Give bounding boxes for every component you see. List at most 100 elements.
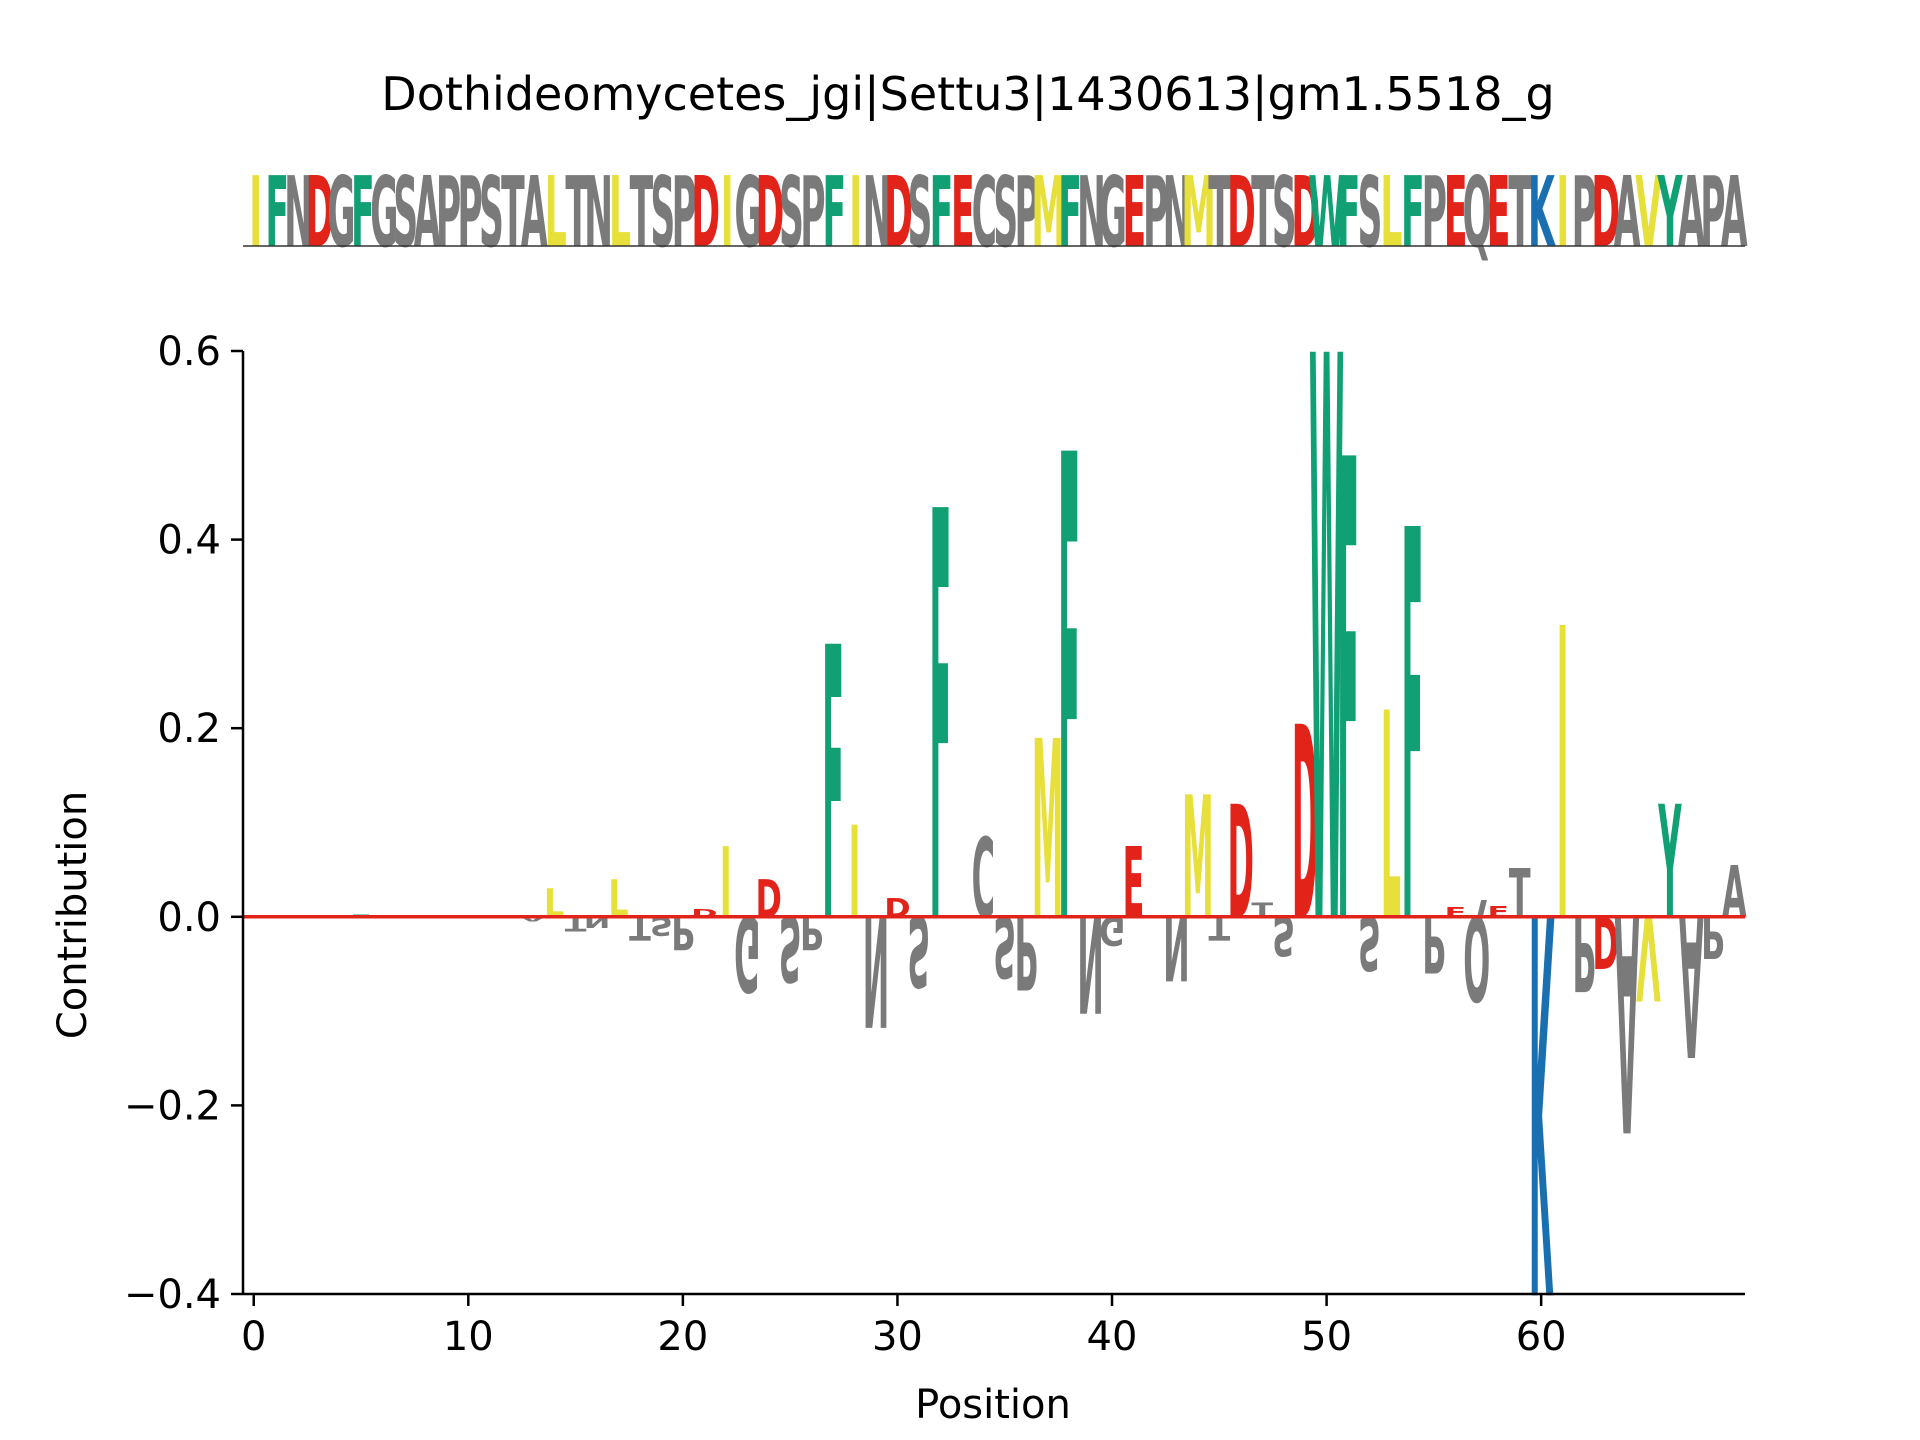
header-letter: A — [521, 157, 548, 270]
header-letter: G — [327, 157, 355, 270]
header-letter: L — [1380, 157, 1402, 270]
header-letter: M — [1181, 157, 1215, 270]
header-letter: P — [1572, 157, 1597, 270]
header-letter: S — [993, 157, 1018, 270]
contribution-letter: P — [1015, 893, 1038, 1010]
contribution-letter: N — [1077, 885, 1104, 1040]
contribution-letter: D — [1592, 900, 1618, 983]
header-letter: P — [1422, 157, 1447, 270]
header-letter: D — [1591, 157, 1620, 270]
header-letter: P — [457, 157, 482, 270]
header-letter: V — [1635, 157, 1662, 270]
contribution-letter: L — [1381, 653, 1401, 985]
contribution-letter: N — [863, 881, 890, 1058]
header-letter: S — [650, 157, 675, 270]
header-letter: D — [756, 157, 785, 270]
header-letter: D — [1227, 157, 1256, 270]
y-tick-label: 0.6 — [157, 329, 221, 375]
header-letter: G — [1099, 157, 1127, 270]
header-letter: S — [1358, 157, 1383, 270]
contribution-letter: S — [993, 897, 1016, 995]
header-letter: E — [1122, 157, 1146, 270]
header-letter: D — [691, 157, 720, 270]
contribution-letter: W — [1309, 199, 1344, 1101]
header-letter: G — [734, 157, 762, 270]
header-letter: I — [849, 157, 862, 270]
y-tick-label: 0.2 — [157, 706, 221, 752]
header-letter: S — [779, 157, 804, 270]
header-letter: F — [351, 157, 375, 270]
header-letter: A — [1678, 157, 1705, 270]
x-tick-label: 60 — [1516, 1314, 1567, 1360]
header-letter: P — [1143, 157, 1168, 270]
contribution-letter: D — [755, 870, 781, 930]
contribution-letter: I — [1557, 545, 1569, 1012]
contribution-letter: Q — [1463, 888, 1490, 1023]
contribution-letter: F — [929, 396, 951, 1050]
header-letter: M — [1031, 157, 1065, 270]
contribution-letter: S — [1272, 903, 1295, 965]
x-tick-label: 40 — [1087, 1314, 1138, 1360]
y-tick-label: 0.0 — [157, 895, 221, 941]
contribution-letter: F — [1337, 329, 1359, 1066]
contribution-letter: T — [1509, 855, 1531, 933]
header-letter: S — [393, 157, 418, 270]
axes: −0.4 −0.2 0.0 0.2 0.4 0.6 0 10 20 30 40 50 60 — [124, 329, 1745, 1360]
header-letter: F — [930, 157, 954, 270]
header-letter: G — [370, 157, 398, 270]
header-letter: W — [1308, 157, 1346, 270]
header-letter: N — [584, 157, 613, 270]
x-tick-label: 0 — [241, 1314, 266, 1360]
contribution-letter: T — [565, 912, 587, 934]
header-letter: I — [721, 157, 734, 270]
header-letter: P — [1014, 157, 1039, 270]
contribution-letter: F — [1058, 324, 1080, 1068]
header-letter: E — [1487, 157, 1511, 270]
contribution-letter: P — [1422, 898, 1445, 988]
header-letter: F — [1401, 157, 1425, 270]
header-letter: D — [1291, 157, 1320, 270]
contribution-letter: Y — [1658, 774, 1682, 954]
header-letter: I — [249, 157, 262, 270]
contribution-letter: L — [544, 882, 564, 927]
contribution-letter: F — [822, 569, 844, 1006]
header-letter: E — [951, 157, 975, 270]
contribution-letter: S — [907, 893, 930, 1006]
contribution-letter: A — [1615, 846, 1640, 1192]
x-tick-label: 30 — [872, 1314, 923, 1360]
header-letter: D — [306, 157, 335, 270]
header-letter: T — [630, 157, 654, 270]
contribution-letter: I — [720, 828, 732, 941]
contribution-glyphs: FALTNLTSPDIGDSPFINDSFCSPMFNGENMTDTSDWFSL… — [350, 199, 1747, 1398]
header-letter: P — [672, 157, 697, 270]
header-letter: T — [1251, 157, 1275, 270]
header-letter: D — [884, 157, 913, 270]
contribution-letter: P — [1572, 891, 1595, 1011]
header-letter: N — [863, 157, 892, 270]
header-letter: F — [1337, 157, 1361, 270]
header-letter: F — [822, 157, 846, 270]
contribution-letter: N — [1163, 896, 1190, 998]
y-tick-label: −0.4 — [124, 1272, 221, 1318]
contribution-letter: T — [1251, 900, 1273, 922]
header-letter: A — [1721, 157, 1748, 270]
x-tick-label: 20 — [657, 1314, 708, 1360]
contribution-letter: M — [1182, 761, 1214, 957]
chart-title: Dothideomycetes_jgi|Settu3|1430613|gm1.5… — [381, 67, 1554, 122]
contribution-letter: A — [1722, 851, 1747, 934]
header-letter: P — [1700, 157, 1725, 270]
contribution-letter: A — [520, 915, 545, 922]
header-letter: Y — [1657, 157, 1683, 270]
header-letter: E — [1444, 157, 1468, 270]
x-tick-label: 50 — [1301, 1314, 1352, 1360]
contribution-letter: E — [1123, 828, 1145, 941]
header-letter: N — [1163, 157, 1192, 270]
contribution-letter: G — [734, 891, 760, 1011]
header-letter: N — [284, 157, 313, 270]
contribution-letter: F — [1402, 420, 1424, 1044]
contribution-letter: K — [1529, 794, 1555, 1398]
x-axis-label: Position — [915, 1382, 1071, 1428]
y-axis-label: Contribution — [50, 791, 96, 1039]
